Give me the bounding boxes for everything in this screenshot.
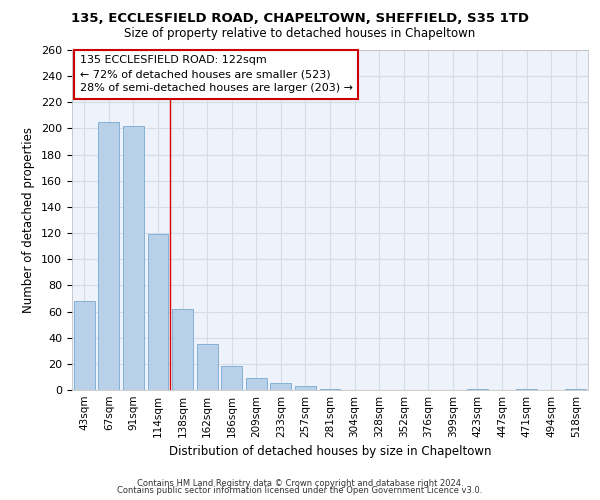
Bar [320,388,340,390]
Bar [295,386,316,390]
Bar [467,388,488,390]
Bar [246,378,267,390]
Bar [197,344,218,390]
Bar [221,366,242,390]
Bar [271,384,292,390]
Text: Contains HM Land Registry data © Crown copyright and database right 2024.: Contains HM Land Registry data © Crown c… [137,478,463,488]
Bar [172,309,193,390]
X-axis label: Distribution of detached houses by size in Chapeltown: Distribution of detached houses by size … [169,446,491,458]
Y-axis label: Number of detached properties: Number of detached properties [22,127,35,313]
Bar [74,301,95,390]
Bar [123,126,144,390]
Bar [516,388,537,390]
Bar [565,388,586,390]
Text: Size of property relative to detached houses in Chapeltown: Size of property relative to detached ho… [124,28,476,40]
Text: 135, ECCLESFIELD ROAD, CHAPELTOWN, SHEFFIELD, S35 1TD: 135, ECCLESFIELD ROAD, CHAPELTOWN, SHEFF… [71,12,529,26]
Bar [98,122,119,390]
Bar [148,234,169,390]
Text: 135 ECCLESFIELD ROAD: 122sqm
← 72% of detached houses are smaller (523)
28% of s: 135 ECCLESFIELD ROAD: 122sqm ← 72% of de… [80,55,353,93]
Text: Contains public sector information licensed under the Open Government Licence v3: Contains public sector information licen… [118,486,482,495]
